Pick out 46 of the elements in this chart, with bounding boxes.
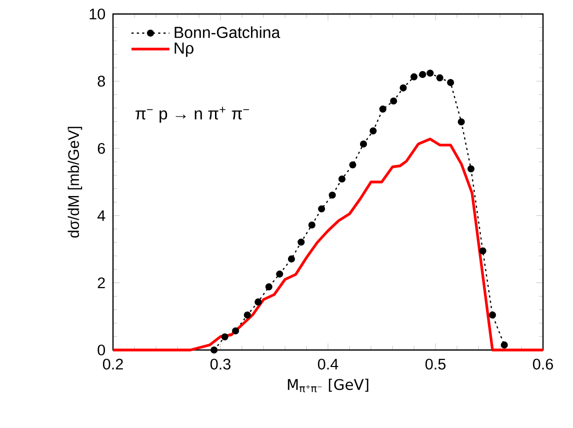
point (232, 327, 240, 334)
point (467, 165, 475, 172)
point (488, 312, 496, 319)
point (254, 298, 262, 306)
point (370, 127, 377, 134)
point (338, 175, 346, 183)
point (410, 73, 418, 80)
y-tick-label: 2 (98, 277, 105, 288)
point (458, 118, 465, 126)
point (479, 247, 486, 254)
point (436, 74, 444, 82)
line-series (112, 138, 544, 352)
point (308, 221, 316, 229)
x-axis-title: M$_{π⁺π⁻}$ [GeV] (288, 378, 368, 392)
y-tick-label: 4 (97, 210, 106, 221)
y-tick-label: 6 (98, 142, 105, 154)
point (360, 140, 368, 148)
point (426, 70, 434, 77)
point (419, 70, 426, 78)
x-tick-label: 0.2 (102, 358, 123, 370)
x-tick-label: 0.3 (210, 358, 230, 370)
point (318, 205, 326, 212)
annotation: π$^{−}$ p → n π$^{+}$ π$^{−}$ (136, 106, 249, 123)
x-tick-label: 0.4 (318, 358, 338, 370)
point (328, 192, 336, 199)
point (298, 238, 305, 246)
point (288, 255, 295, 262)
y-tick-label: 0 (98, 344, 106, 356)
x-tick-label: 0.6 (532, 358, 553, 370)
point (447, 79, 454, 86)
legend-label: Nρ (174, 42, 194, 57)
point (500, 341, 508, 348)
y-tick-label: 8 (98, 76, 105, 87)
point (221, 333, 228, 340)
point (379, 106, 386, 113)
y-tick-label: 10 (90, 8, 106, 20)
legend-label: Bonn-Gatchina (174, 26, 280, 38)
point (244, 312, 251, 319)
x-tick-label: 0.5 (425, 358, 446, 370)
point (265, 283, 272, 290)
point (349, 161, 356, 168)
point (210, 346, 218, 354)
point (400, 84, 407, 92)
point (390, 97, 398, 105)
y-axis-title: dσ/dM [mb/GeV] (68, 126, 82, 238)
point (276, 270, 284, 278)
